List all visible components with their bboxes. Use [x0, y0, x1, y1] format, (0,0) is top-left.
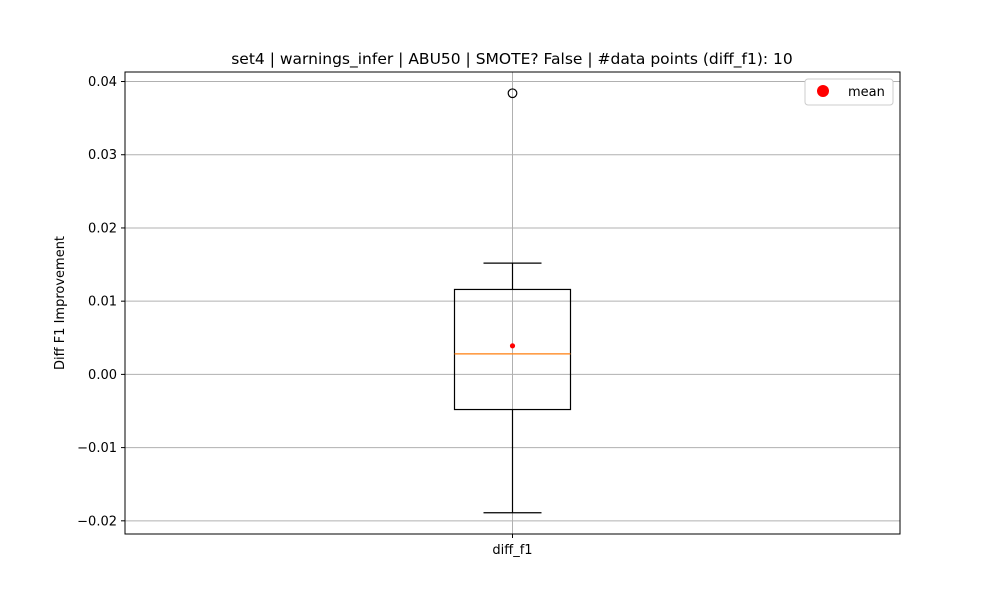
y-tick-label: 0.02	[88, 221, 117, 236]
box-plot	[453, 88, 572, 514]
legend-box	[804, 78, 894, 106]
outlier-point	[507, 88, 518, 99]
x-tick-label: diff_f1	[492, 543, 532, 558]
y-tick-label: −0.01	[77, 441, 117, 456]
legend-mean-marker	[817, 85, 829, 97]
mean-marker	[509, 343, 516, 349]
y-tick-label: 0.01	[88, 295, 117, 310]
y-tick-label: −0.02	[77, 514, 117, 529]
y-tick-label: 0.03	[88, 148, 117, 163]
legend: mean	[804, 78, 894, 106]
chart-title: set4 | warnings_infer | ABU50 | SMOTE? F…	[231, 50, 793, 69]
y-axis-label: Diff F1 Improvement	[53, 236, 68, 370]
y-tick-label: 0.00	[88, 368, 117, 383]
y-tick-label: 0.04	[88, 75, 117, 90]
legend-mean-label: mean	[848, 85, 885, 100]
y-axis-ticks: −0.02 −0.01 0.00 0.01 0.02 0.03 0.04	[77, 75, 125, 529]
grid	[125, 72, 900, 534]
x-axis-ticks: diff_f1	[492, 534, 533, 558]
iqr-box	[453, 288, 572, 411]
